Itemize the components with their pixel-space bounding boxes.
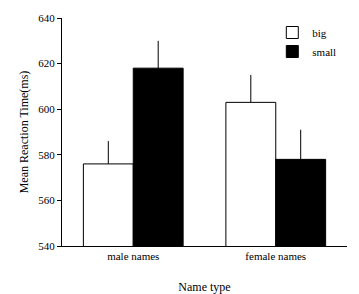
svg-text:580: 580 [38,149,55,161]
svg-text:620: 620 [38,57,55,69]
svg-text:600: 600 [38,103,55,115]
svg-text:Name type: Name type [178,280,230,294]
svg-text:Mean Reaction Time(ms): Mean Reaction Time(ms) [17,71,31,194]
svg-text:small: small [312,46,336,58]
svg-text:540: 540 [38,240,55,252]
svg-text:female names: female names [245,250,306,262]
svg-text:male names: male names [107,250,159,262]
svg-text:560: 560 [38,194,55,206]
svg-text:big: big [312,27,327,39]
svg-text:640: 640 [38,12,55,24]
